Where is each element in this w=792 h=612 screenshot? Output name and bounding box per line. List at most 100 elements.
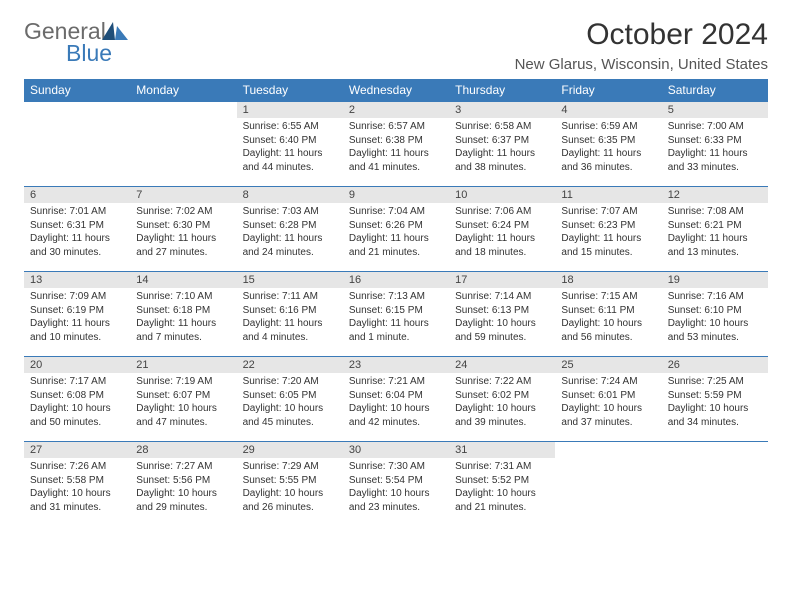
calendar-day-cell: 24Sunrise: 7:22 AMSunset: 6:02 PMDayligh…: [449, 357, 555, 442]
calendar-day-cell: 4Sunrise: 6:59 AMSunset: 6:35 PMDaylight…: [555, 102, 661, 187]
daylight-text: Daylight: 10 hours and 45 minutes.: [243, 402, 337, 429]
sunrise-text: Sunrise: 7:01 AM: [30, 205, 124, 219]
day-content: Sunrise: 7:20 AMSunset: 6:05 PMDaylight:…: [237, 373, 343, 433]
day-number: 16: [343, 272, 449, 288]
weekday-header: Saturday: [662, 79, 768, 102]
day-number: 26: [662, 357, 768, 373]
brand-text-blue: Blue: [66, 40, 112, 67]
sunrise-text: Sunrise: 7:14 AM: [455, 290, 549, 304]
calendar-day-cell: 22Sunrise: 7:20 AMSunset: 6:05 PMDayligh…: [237, 357, 343, 442]
sunrise-text: Sunrise: 7:13 AM: [349, 290, 443, 304]
calendar-day-cell: 30Sunrise: 7:30 AMSunset: 5:54 PMDayligh…: [343, 442, 449, 527]
daylight-text: Daylight: 10 hours and 21 minutes.: [455, 487, 549, 514]
calendar-day-cell: 12Sunrise: 7:08 AMSunset: 6:21 PMDayligh…: [662, 187, 768, 272]
day-content: Sunrise: 7:02 AMSunset: 6:30 PMDaylight:…: [130, 203, 236, 263]
calendar-day-cell: [24, 102, 130, 187]
brand-logo: General Blue: [24, 18, 144, 68]
sunrise-text: Sunrise: 7:06 AM: [455, 205, 549, 219]
daylight-text: Daylight: 11 hours and 15 minutes.: [561, 232, 655, 259]
daylight-text: Daylight: 11 hours and 13 minutes.: [668, 232, 762, 259]
sunset-text: Sunset: 6:02 PM: [455, 389, 549, 403]
day-number: 1: [237, 102, 343, 118]
daylight-text: Daylight: 11 hours and 27 minutes.: [136, 232, 230, 259]
sunset-text: Sunset: 6:37 PM: [455, 134, 549, 148]
sunrise-text: Sunrise: 6:58 AM: [455, 120, 549, 134]
day-content: Sunrise: 7:06 AMSunset: 6:24 PMDaylight:…: [449, 203, 555, 263]
sunset-text: Sunset: 6:11 PM: [561, 304, 655, 318]
sunrise-text: Sunrise: 7:17 AM: [30, 375, 124, 389]
day-number: 18: [555, 272, 661, 288]
daylight-text: Daylight: 11 hours and 21 minutes.: [349, 232, 443, 259]
day-number: 30: [343, 442, 449, 458]
sunset-text: Sunset: 6:08 PM: [30, 389, 124, 403]
day-content: Sunrise: 7:10 AMSunset: 6:18 PMDaylight:…: [130, 288, 236, 348]
day-number: 20: [24, 357, 130, 373]
day-content: Sunrise: 7:01 AMSunset: 6:31 PMDaylight:…: [24, 203, 130, 263]
day-content: Sunrise: 7:14 AMSunset: 6:13 PMDaylight:…: [449, 288, 555, 348]
calendar-week-row: 20Sunrise: 7:17 AMSunset: 6:08 PMDayligh…: [24, 357, 768, 442]
daylight-text: Daylight: 10 hours and 53 minutes.: [668, 317, 762, 344]
day-number: 22: [237, 357, 343, 373]
day-content: Sunrise: 6:55 AMSunset: 6:40 PMDaylight:…: [237, 118, 343, 178]
sunrise-text: Sunrise: 7:10 AM: [136, 290, 230, 304]
calendar-day-cell: 18Sunrise: 7:15 AMSunset: 6:11 PMDayligh…: [555, 272, 661, 357]
daylight-text: Daylight: 11 hours and 44 minutes.: [243, 147, 337, 174]
day-content: Sunrise: 7:08 AMSunset: 6:21 PMDaylight:…: [662, 203, 768, 263]
daylight-text: Daylight: 10 hours and 50 minutes.: [30, 402, 124, 429]
weekday-header: Wednesday: [343, 79, 449, 102]
calendar-day-cell: 9Sunrise: 7:04 AMSunset: 6:26 PMDaylight…: [343, 187, 449, 272]
sunset-text: Sunset: 6:15 PM: [349, 304, 443, 318]
calendar-day-cell: 28Sunrise: 7:27 AMSunset: 5:56 PMDayligh…: [130, 442, 236, 527]
month-title: October 2024: [515, 18, 768, 52]
calendar-day-cell: [555, 442, 661, 527]
sunset-text: Sunset: 6:16 PM: [243, 304, 337, 318]
calendar-day-cell: 27Sunrise: 7:26 AMSunset: 5:58 PMDayligh…: [24, 442, 130, 527]
sunrise-text: Sunrise: 7:16 AM: [668, 290, 762, 304]
daylight-text: Daylight: 10 hours and 47 minutes.: [136, 402, 230, 429]
sunrise-text: Sunrise: 7:00 AM: [668, 120, 762, 134]
day-content: Sunrise: 7:30 AMSunset: 5:54 PMDaylight:…: [343, 458, 449, 518]
daylight-text: Daylight: 10 hours and 26 minutes.: [243, 487, 337, 514]
calendar-week-row: 27Sunrise: 7:26 AMSunset: 5:58 PMDayligh…: [24, 442, 768, 527]
day-number: 13: [24, 272, 130, 288]
sunrise-text: Sunrise: 7:29 AM: [243, 460, 337, 474]
sunset-text: Sunset: 6:19 PM: [30, 304, 124, 318]
sunset-text: Sunset: 6:13 PM: [455, 304, 549, 318]
daylight-text: Daylight: 10 hours and 29 minutes.: [136, 487, 230, 514]
sunset-text: Sunset: 6:26 PM: [349, 219, 443, 233]
sunrise-text: Sunrise: 7:25 AM: [668, 375, 762, 389]
calendar-day-cell: 25Sunrise: 7:24 AMSunset: 6:01 PMDayligh…: [555, 357, 661, 442]
daylight-text: Daylight: 11 hours and 1 minute.: [349, 317, 443, 344]
day-content: Sunrise: 6:59 AMSunset: 6:35 PMDaylight:…: [555, 118, 661, 178]
day-content: Sunrise: 7:17 AMSunset: 6:08 PMDaylight:…: [24, 373, 130, 433]
day-content: Sunrise: 7:16 AMSunset: 6:10 PMDaylight:…: [662, 288, 768, 348]
sunset-text: Sunset: 6:23 PM: [561, 219, 655, 233]
sunrise-text: Sunrise: 7:20 AM: [243, 375, 337, 389]
sunset-text: Sunset: 6:21 PM: [668, 219, 762, 233]
day-content: Sunrise: 7:26 AMSunset: 5:58 PMDaylight:…: [24, 458, 130, 518]
sunset-text: Sunset: 6:05 PM: [243, 389, 337, 403]
day-number: 11: [555, 187, 661, 203]
day-number: 27: [24, 442, 130, 458]
daylight-text: Daylight: 10 hours and 42 minutes.: [349, 402, 443, 429]
daylight-text: Daylight: 11 hours and 41 minutes.: [349, 147, 443, 174]
calendar-day-cell: 14Sunrise: 7:10 AMSunset: 6:18 PMDayligh…: [130, 272, 236, 357]
sunset-text: Sunset: 6:24 PM: [455, 219, 549, 233]
calendar-day-cell: 1Sunrise: 6:55 AMSunset: 6:40 PMDaylight…: [237, 102, 343, 187]
sunset-text: Sunset: 6:04 PM: [349, 389, 443, 403]
day-number: 17: [449, 272, 555, 288]
daylight-text: Daylight: 10 hours and 56 minutes.: [561, 317, 655, 344]
day-content: Sunrise: 7:29 AMSunset: 5:55 PMDaylight:…: [237, 458, 343, 518]
sunset-text: Sunset: 6:40 PM: [243, 134, 337, 148]
weekday-header: Sunday: [24, 79, 130, 102]
daylight-text: Daylight: 10 hours and 39 minutes.: [455, 402, 549, 429]
sunset-text: Sunset: 6:30 PM: [136, 219, 230, 233]
daylight-text: Daylight: 10 hours and 34 minutes.: [668, 402, 762, 429]
sunrise-text: Sunrise: 7:26 AM: [30, 460, 124, 474]
sunset-text: Sunset: 6:35 PM: [561, 134, 655, 148]
day-number: 21: [130, 357, 236, 373]
day-number: 10: [449, 187, 555, 203]
day-number: 5: [662, 102, 768, 118]
day-content: Sunrise: 6:58 AMSunset: 6:37 PMDaylight:…: [449, 118, 555, 178]
day-number: 23: [343, 357, 449, 373]
